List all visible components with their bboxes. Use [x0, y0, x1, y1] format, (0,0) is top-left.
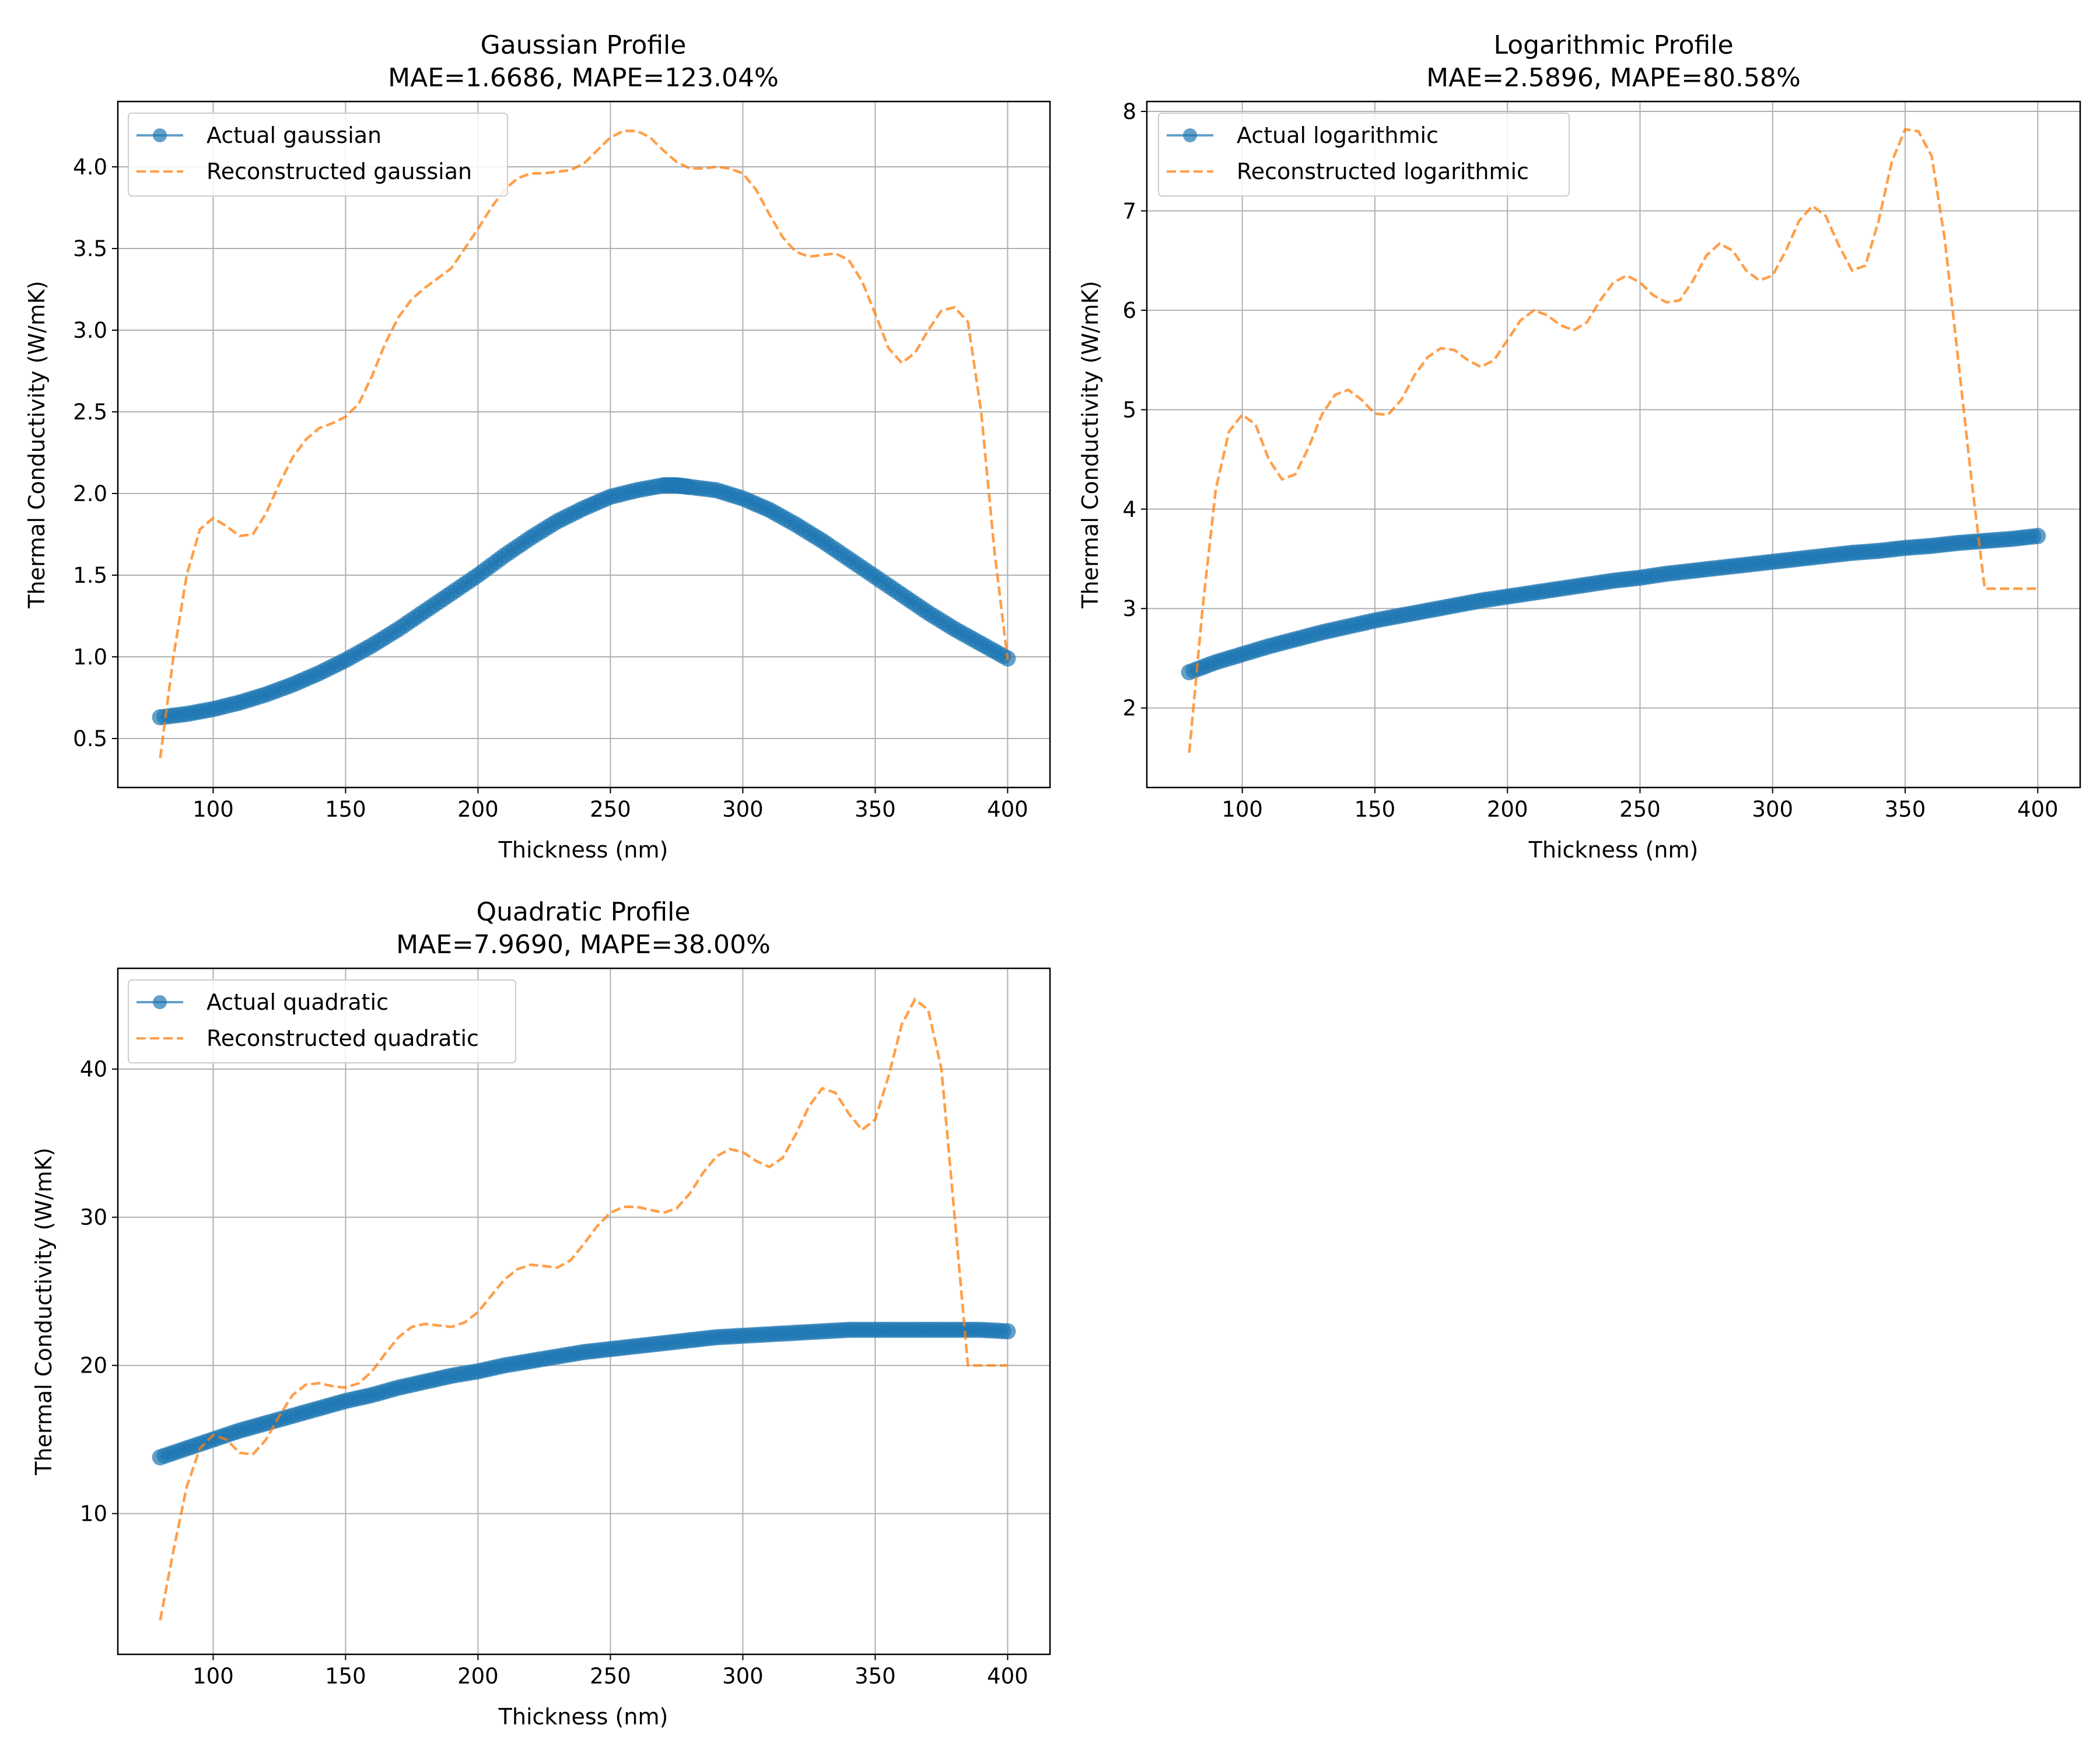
plot-area: 100 150 200 250 300 350 400 2 3 4 5 6 7 8 [1122, 99, 2081, 822]
x-tick-label: 100 [192, 797, 234, 822]
panel-subtitle: MAE=7.9690, MAPE=38.00% [396, 930, 771, 960]
plot-area: 100 150 200 250 300 350 400 10 20 30 40 [80, 967, 1051, 1689]
series-actual [1181, 527, 2046, 681]
grid [118, 968, 1050, 1654]
y-tick-label: 20 [80, 1353, 107, 1378]
legend: Actual logarithmic Reconstructed logarit… [1158, 113, 1570, 197]
y-tick-label: 3.5 [73, 236, 107, 261]
x-tick-label: 200 [1487, 797, 1528, 822]
x-tick-label: 400 [2017, 797, 2059, 822]
x-tick-label: 150 [325, 1664, 366, 1689]
y-tick-label: 3.0 [73, 318, 107, 343]
gaussian-panel: Gaussian Profile MAE=1.6686, MAPE=123.04… [24, 30, 1051, 863]
legend-marker-actual [153, 995, 167, 1009]
x-tick-label: 300 [722, 1664, 764, 1689]
y-tick-label: 2 [1122, 696, 1136, 721]
legend: Actual gaussian Reconstructed gaussian [128, 113, 508, 197]
legend-marker-actual [153, 128, 167, 142]
y-axis-label: Thermal Conductivity (W/mK) [1077, 281, 1103, 608]
quadratic-panel: Quadratic Profile MAE=7.9690, MAPE=38.00… [31, 897, 1051, 1730]
legend-label-reconstructed: Reconstructed gaussian [206, 159, 472, 184]
grid [1147, 102, 2080, 788]
x-axis-label: Thickness (nm) [498, 1704, 668, 1730]
axes-frame [117, 967, 1051, 1656]
y-axis-label: Thermal Conductivity (W/mK) [31, 1147, 57, 1475]
x-tick-label: 150 [1354, 797, 1396, 822]
x-tick-label: 350 [855, 1664, 896, 1689]
legend-label-actual: Actual gaussian [206, 123, 382, 148]
y-tick-label: 1.5 [73, 563, 107, 588]
panel-title: Quadratic Profile [477, 897, 691, 927]
y-tick-label: 30 [80, 1205, 107, 1230]
x-tick-label: 400 [987, 1664, 1028, 1689]
x-tick-label: 200 [457, 1664, 499, 1689]
panel-subtitle: MAE=1.6686, MAPE=123.04% [388, 63, 779, 93]
series-line-reconstructed [159, 130, 1009, 758]
legend-label-reconstructed: Reconstructed quadratic [206, 1026, 479, 1051]
legend-label-reconstructed: Reconstructed logarithmic [1237, 159, 1529, 184]
y-tick-label: 40 [80, 1057, 107, 1082]
x-tick-label: 250 [590, 1664, 631, 1689]
data-point [2029, 527, 2046, 544]
y-tick-label: 2.5 [73, 400, 107, 425]
y-tick-label: 8 [1122, 99, 1136, 124]
legend-label-actual: Actual logarithmic [1237, 123, 1438, 148]
series-actual [152, 1321, 1016, 1466]
y-tick-label: 10 [80, 1502, 107, 1527]
grid [118, 102, 1050, 788]
x-tick-label: 300 [722, 797, 764, 822]
y-tick-label: 3 [1122, 596, 1136, 621]
legend-box [128, 113, 508, 197]
x-tick-label: 100 [192, 1664, 234, 1689]
y-tick-label: 0.5 [73, 726, 107, 751]
panel-subtitle: MAE=2.5896, MAPE=80.58% [1426, 63, 1801, 93]
axes-frame [117, 100, 1051, 789]
y-tick-label: 4 [1122, 497, 1136, 522]
legend-label-actual: Actual quadratic [206, 989, 388, 1015]
legend: Actual quadratic Reconstructed quadratic [128, 979, 516, 1063]
y-tick-label: 7 [1122, 198, 1136, 223]
y-tick-label: 1.0 [73, 645, 107, 670]
panel-title: Gaussian Profile [481, 30, 687, 60]
x-tick-label: 100 [1222, 797, 1263, 822]
y-tick-label: 4.0 [73, 155, 107, 180]
plot-area: 100 150 200 250 300 350 400 0.5 1.0 1.5 2.0 2.5 3.0 3… [73, 100, 1051, 822]
x-tick-label: 400 [987, 797, 1028, 822]
logarithmic-panel: Logarithmic Profile MAE=2.5896, MAPE=80.… [1077, 30, 2081, 863]
x-axis-label: Thickness (nm) [1528, 837, 1699, 863]
panel-title: Logarithmic Profile [1493, 30, 1733, 60]
plot-background [118, 102, 1050, 788]
x-axis-label: Thickness (nm) [498, 837, 668, 863]
x-tick-label: 350 [1885, 797, 1926, 822]
x-tick-label: 200 [457, 797, 499, 822]
axes-frame [1146, 100, 2081, 789]
data-point [999, 1323, 1016, 1340]
x-tick-label: 300 [1752, 797, 1793, 822]
legend-box [128, 979, 516, 1063]
x-tick-label: 250 [590, 797, 631, 822]
series-line-reconstructed [1188, 128, 2038, 753]
x-tick-label: 350 [855, 797, 896, 822]
x-tick-label: 150 [325, 797, 366, 822]
legend-box [1158, 113, 1570, 197]
legend-marker-actual [1183, 128, 1197, 142]
x-tick-label: 250 [1619, 797, 1661, 822]
y-tick-label: 2.0 [73, 481, 107, 506]
series-line-reconstructed [159, 997, 1008, 1621]
plot-background [1147, 102, 2080, 788]
plot-background [118, 968, 1050, 1654]
y-tick-label: 5 [1122, 397, 1136, 422]
y-tick-label: 6 [1122, 298, 1136, 323]
y-axis-label: Thermal Conductivity (W/mK) [24, 281, 50, 608]
